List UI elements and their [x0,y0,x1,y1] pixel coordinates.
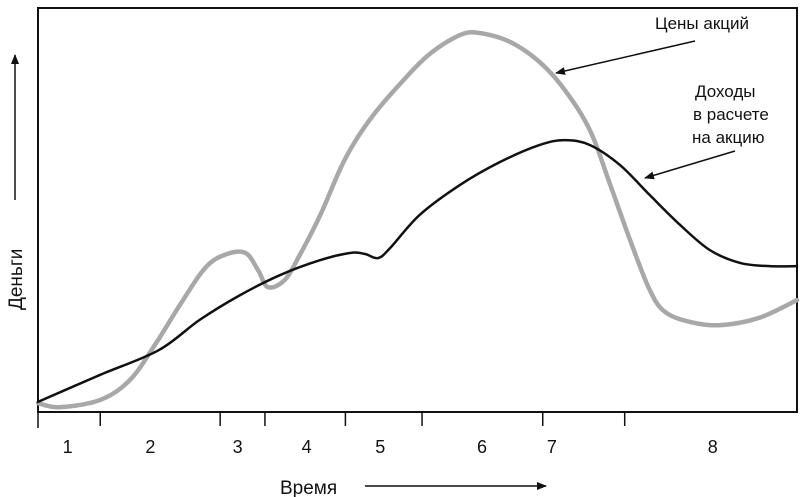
plot-frame [37,7,798,413]
series-label-eps-3: на акцию [692,128,765,147]
x-tick-label: 7 [547,437,557,457]
x-axis-label: Время [280,478,337,497]
series-lines [35,30,800,410]
x-tick-label: 6 [477,437,487,457]
x-tick-label: 8 [708,437,718,457]
x-tick-labels: 1 2 3 4 5 6 7 8 [63,437,718,457]
series-label-eps-2: в расчете [693,105,769,124]
x-tick-label: 1 [63,437,73,457]
eps-line [36,138,799,404]
x-ticks [37,412,626,428]
stock-price-line [35,30,800,410]
eps-arrow [644,150,736,180]
x-tick-label: 2 [145,437,155,457]
x-tick-label: 3 [233,437,243,457]
series-label-eps-1: Доходы [695,82,756,101]
series-label-stock-price: Цены акций [655,14,749,33]
x-tick-label: 4 [302,437,312,457]
y-axis-label: Деньги [6,249,27,310]
x-tick-label: 5 [375,437,385,457]
stock-price-arrow [555,40,696,75]
